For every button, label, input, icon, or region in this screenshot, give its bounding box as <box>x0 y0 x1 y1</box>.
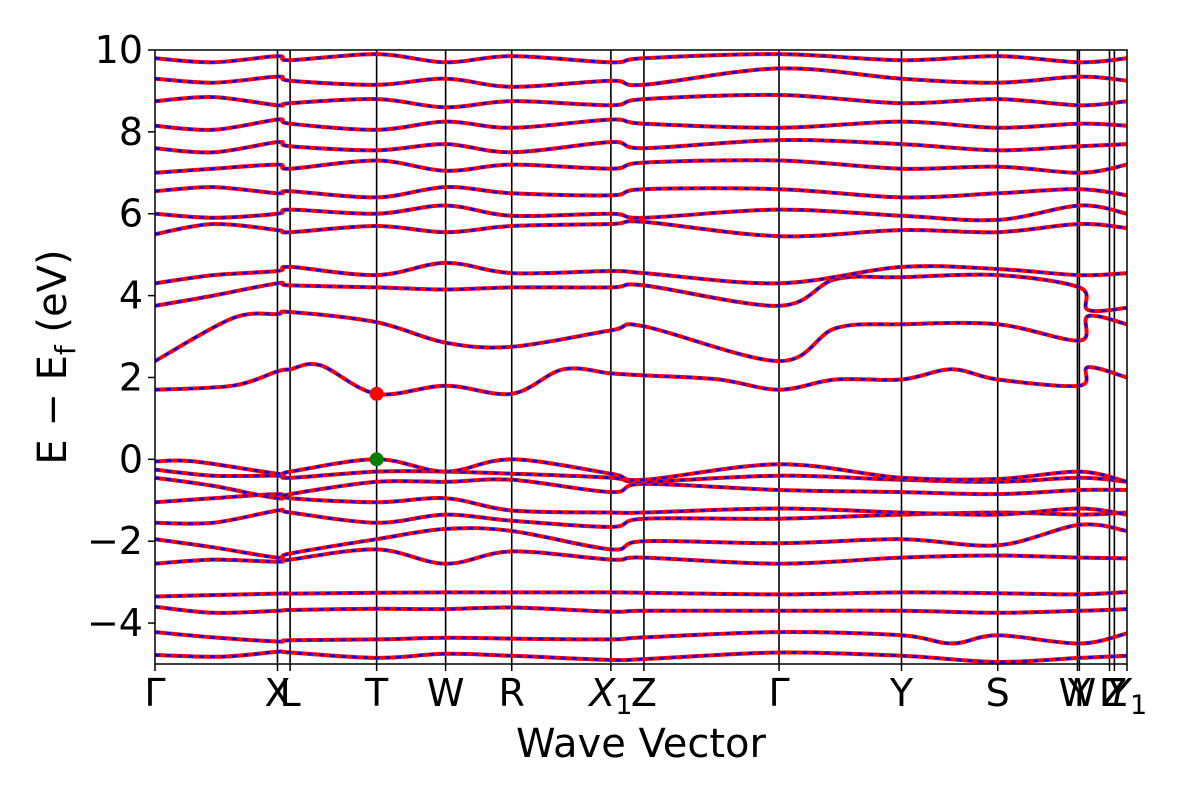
x-tick-label: X1 <box>587 671 632 721</box>
y-tick-label: 6 <box>119 192 143 236</box>
x-tick-label: Y <box>889 671 914 715</box>
plot-frame <box>154 49 1128 665</box>
band-line <box>155 361 1127 397</box>
y-ticks: 10 8 6 4 2 0 −2 −4 <box>87 28 155 645</box>
x-tick-label: Γ <box>768 671 789 715</box>
band-line-overlay <box>155 52 1127 64</box>
band-line-overlay <box>155 492 1127 517</box>
band-line-overlay <box>155 310 1127 363</box>
band-line <box>155 590 1127 599</box>
x-tick-label: W <box>427 671 465 715</box>
band-line-overlay <box>155 590 1127 598</box>
band-line <box>155 272 1127 314</box>
band-line-overlay <box>155 185 1127 199</box>
y-axis-label-main: E − E <box>30 355 76 465</box>
band-line-overlay <box>155 204 1127 222</box>
y-tick-label: −2 <box>87 519 143 563</box>
band-line <box>155 92 1127 110</box>
x-tick-label: X <box>264 671 290 715</box>
band-line-overlay <box>155 273 1127 313</box>
x-tick-label: Z <box>631 671 657 715</box>
band-edge-marker <box>369 386 384 401</box>
band-line-overlay <box>155 67 1127 89</box>
band-edge-marker <box>369 452 384 467</box>
band-line <box>155 457 1127 484</box>
y-tick-label: 2 <box>119 355 143 399</box>
band-line <box>155 137 1127 155</box>
band-line-overlay <box>155 219 1127 238</box>
band-line-overlay <box>155 118 1127 132</box>
band-line-overlay <box>155 630 1127 645</box>
x-tick-label: L <box>280 671 301 715</box>
band-lines <box>155 52 1127 664</box>
band-line-overlay <box>155 93 1127 109</box>
band-line-overlay <box>155 650 1127 664</box>
y-tick-label: −4 <box>87 601 143 645</box>
x-tick-label: T <box>364 671 389 715</box>
y-axis-label-unit: (eV) <box>30 249 76 345</box>
x-axis-label: Wave Vector <box>516 721 767 767</box>
y-tick-label: 0 <box>119 437 143 481</box>
x-tick-label: Z <box>1101 671 1127 715</box>
y-axis-label-sub: f <box>49 344 82 355</box>
band-line <box>155 203 1127 223</box>
band-line <box>155 66 1127 89</box>
x-tick-label: Y <box>1067 671 1092 715</box>
band-line <box>155 117 1127 132</box>
y-tick-label: 8 <box>119 110 143 154</box>
x-tick-label: L <box>1099 671 1120 715</box>
band-line <box>155 309 1127 364</box>
band-line-overlay <box>155 508 1127 529</box>
y-axis-label: E − Ef (eV) <box>30 249 82 464</box>
band-edge-markers <box>369 386 384 467</box>
x-tick-label: S <box>986 671 1010 715</box>
band-line-overlay <box>155 362 1127 396</box>
band-line-overlay <box>155 523 1127 560</box>
band-line <box>155 219 1127 239</box>
band-line-overlay <box>155 468 1127 484</box>
x-tick-label: W <box>1059 671 1097 715</box>
x-tick-label: Γ <box>144 671 165 715</box>
kpoint-lines <box>276 50 1116 664</box>
y-tick-label: 4 <box>119 274 143 318</box>
band-line-overlay <box>155 548 1127 566</box>
band-line <box>155 158 1127 175</box>
band-line-overlay <box>155 476 1127 500</box>
band-line <box>155 52 1127 65</box>
band-line-overlay <box>155 158 1127 175</box>
band-line-overlay <box>155 605 1127 615</box>
band-line-overlay <box>155 261 1127 285</box>
x-tick-label: Y1 <box>1107 671 1147 721</box>
x-tick-label: R <box>499 671 525 715</box>
y-tick-label: 10 <box>95 28 143 72</box>
band-line <box>155 185 1127 200</box>
